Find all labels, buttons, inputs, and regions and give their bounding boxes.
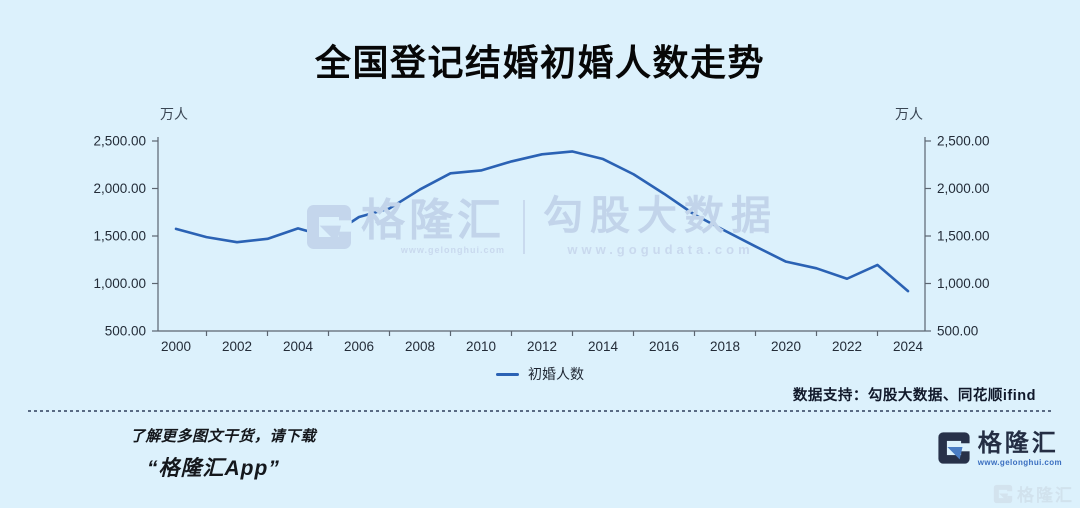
- svg-text:2014: 2014: [588, 339, 619, 354]
- legend-line-marker: [496, 372, 519, 376]
- svg-text:2000: 2000: [161, 339, 191, 354]
- svg-text:2002: 2002: [222, 339, 252, 354]
- svg-text:万人: 万人: [895, 106, 923, 122]
- svg-text:2004: 2004: [283, 339, 314, 354]
- trend-chart: 2,500.00 2,500.00 2,000.00 2,000.00 1,500.00…: [93, 106, 990, 354]
- svg-text:2010: 2010: [466, 339, 496, 354]
- footer-brand-url: www.gelonghui.com: [977, 458, 1062, 468]
- svg-text:1,500.00: 1,500.00: [937, 229, 990, 244]
- svg-text:2,500.00: 2,500.00: [93, 134, 146, 149]
- svg-text:2020: 2020: [771, 339, 801, 354]
- svg-text:2016: 2016: [649, 339, 679, 354]
- svg-text:1,000.00: 1,000.00: [937, 276, 990, 291]
- svg-text:1,000.00: 1,000.00: [93, 276, 146, 291]
- svg-text:2,500.00: 2,500.00: [937, 134, 990, 149]
- legend-series-label: 初婚人数: [528, 366, 584, 382]
- gelonghui-logo-icon: [938, 432, 970, 464]
- gelonghui-logo-icon: [993, 484, 1013, 503]
- chart-legend: 初婚人数: [0, 364, 1080, 384]
- svg-text:万人: 万人: [160, 106, 188, 122]
- footer-promo-line1: 了解更多图文干货，请下载: [130, 428, 317, 445]
- svg-text:2,000.00: 2,000.00: [937, 181, 990, 196]
- data-support-note: 数据支持：勾股大数据、同花顺ifind: [792, 388, 1036, 404]
- corner-watermark: 格隆汇: [993, 481, 1074, 506]
- svg-text:500.00: 500.00: [105, 324, 146, 339]
- svg-text:2008: 2008: [405, 339, 435, 354]
- dashed-divider: [28, 410, 1054, 412]
- svg-text:2012: 2012: [527, 339, 557, 354]
- svg-text:500.00: 500.00: [937, 324, 978, 339]
- svg-text:2024: 2024: [893, 339, 924, 354]
- svg-text:1,500.00: 1,500.00: [93, 229, 146, 244]
- footer-promo-line2: “格隆汇App”: [147, 457, 280, 480]
- svg-text:2018: 2018: [710, 339, 740, 354]
- svg-text:2,000.00: 2,000.00: [93, 181, 146, 196]
- svg-text:2006: 2006: [344, 339, 374, 354]
- footer-brand-logo: 格隆汇 www.gelonghui.com: [937, 430, 1062, 468]
- chart-section: 2,500.00 2,500.00 2,000.00 2,000.00 1,500.00…: [0, 90, 1080, 362]
- corner-watermark-name: 格隆汇: [1017, 486, 1074, 505]
- footer-brand-name: 格隆汇: [977, 430, 1059, 457]
- page-title: 全国登记结婚初婚人数走势: [314, 42, 765, 83]
- svg-text:2022: 2022: [832, 339, 862, 354]
